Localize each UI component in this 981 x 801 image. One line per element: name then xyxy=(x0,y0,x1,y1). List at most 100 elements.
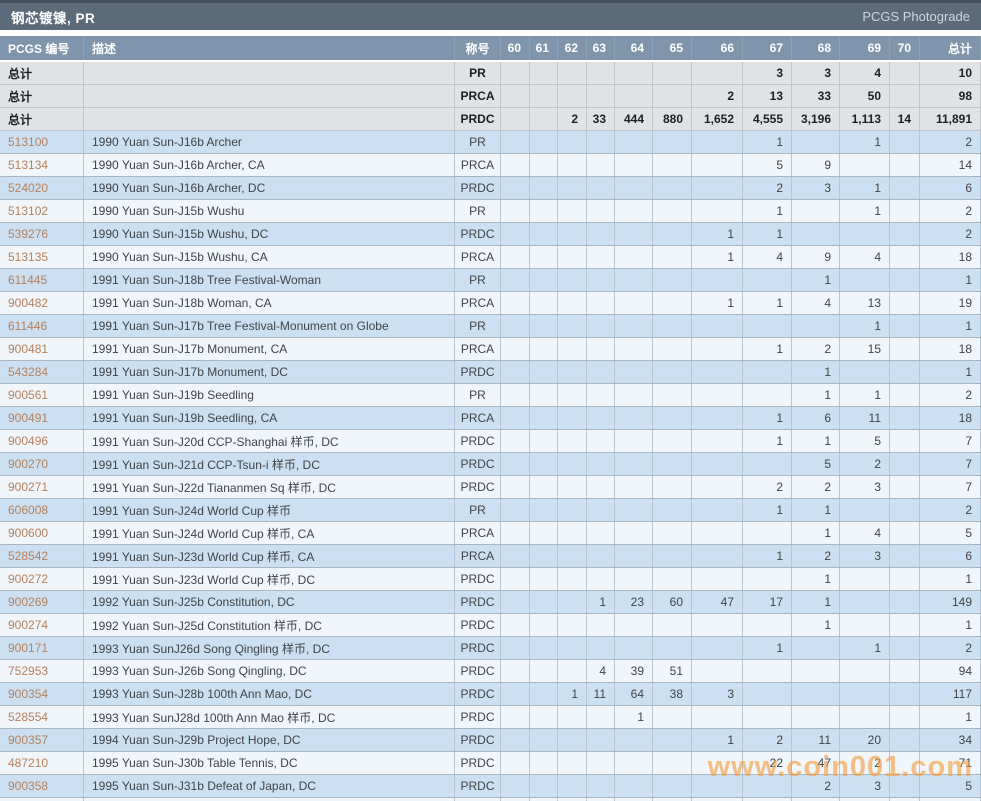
pcgs-number-link[interactable]: 528554 xyxy=(0,706,84,728)
grade-cell: 1 xyxy=(587,591,615,613)
grade-cell: 2 xyxy=(792,338,840,360)
column-header: 描述 xyxy=(84,36,455,60)
grade-cell xyxy=(501,476,530,498)
pcgs-number-link[interactable]: 900357 xyxy=(0,729,84,751)
photograde-link[interactable]: PCGS Photograde xyxy=(862,9,970,24)
total-cell: 5 xyxy=(920,522,981,544)
pcgs-number-link[interactable]: 524020 xyxy=(0,177,84,199)
pcgs-number-link[interactable]: 611446 xyxy=(0,315,84,337)
description-cell: 1991 Yuan Sun-J23d World Cup 样币, DC xyxy=(84,568,455,590)
grade-cell xyxy=(653,453,692,475)
grade-cell xyxy=(890,361,920,383)
total-cell: 7 xyxy=(920,430,981,452)
pcgs-number-link[interactable]: 539276 xyxy=(0,223,84,245)
grade-cell: 3 xyxy=(792,177,840,199)
pcgs-number-link[interactable]: 900561 xyxy=(0,384,84,406)
grade-cell xyxy=(692,177,743,199)
description-cell: 1991 Yuan Sun-J23d World Cup 样币, CA xyxy=(84,545,455,567)
pcgs-number-link[interactable]: 900269 xyxy=(0,591,84,613)
grade-cell xyxy=(501,637,530,659)
grade-cell xyxy=(501,246,530,268)
grade-cell: 1 xyxy=(743,407,792,429)
grade-cell xyxy=(587,637,615,659)
pcgs-number-link[interactable]: 900171 xyxy=(0,637,84,659)
grade-cell: 5 xyxy=(840,430,890,452)
grade-cell xyxy=(530,637,558,659)
table-row: 900491 1991 Yuan Sun-J19b Seedling, CA PRC… xyxy=(0,407,981,430)
pcgs-number-link[interactable]: 752953 xyxy=(0,660,84,682)
description-cell xyxy=(84,62,455,84)
total-cell: 2 xyxy=(920,637,981,659)
pcgs-number-link[interactable]: 606008 xyxy=(0,499,84,521)
pcgs-number-link[interactable]: 900481 xyxy=(0,338,84,360)
pcgs-number-link[interactable]: 900354 xyxy=(0,683,84,705)
designation-cell: PR xyxy=(455,62,501,84)
column-header: 称号 xyxy=(455,36,501,60)
grade-cell: 33 xyxy=(792,85,840,107)
designation-cell: PRDC xyxy=(455,706,501,728)
grade-cell xyxy=(530,384,558,406)
designation-cell: PRDC xyxy=(455,430,501,452)
grade-cell xyxy=(792,315,840,337)
grade-cell xyxy=(792,200,840,222)
designation-cell: PRCA xyxy=(455,545,501,567)
grade-cell xyxy=(501,269,530,291)
table-body: 总计 PR 3 3 4 10 总计 PRCA 2 13 33 50 98 总计 PRDC 2 33 444 880 1… xyxy=(0,62,981,801)
grade-cell xyxy=(587,729,615,751)
description-cell: 1991 Yuan Sun-J21d CCP-Tsun-i 样币, DC xyxy=(84,453,455,475)
description-cell: 1990 Yuan Sun-J16b Archer, CA xyxy=(84,154,455,176)
grade-cell xyxy=(615,522,653,544)
grade-cell xyxy=(530,177,558,199)
description-cell: 1994 Yuan Sun-J29b Project Hope, DC xyxy=(84,729,455,751)
grade-cell xyxy=(692,407,743,429)
designation-cell: PRCA xyxy=(455,292,501,314)
pcgs-number-link[interactable]: 900272 xyxy=(0,568,84,590)
designation-cell: PR xyxy=(455,499,501,521)
total-cell: 2 xyxy=(920,499,981,521)
grade-cell xyxy=(530,430,558,452)
grade-cell xyxy=(653,545,692,567)
grade-cell xyxy=(530,361,558,383)
grade-cell: 1 xyxy=(792,614,840,636)
grade-cell xyxy=(530,62,558,84)
description-cell: 1991 Yuan Sun-J24d World Cup 样币, CA xyxy=(84,522,455,544)
description-cell: 1990 Yuan Sun-J15b Wushu xyxy=(84,200,455,222)
grade-cell xyxy=(530,752,558,774)
pcgs-number-link[interactable]: 900600 xyxy=(0,522,84,544)
table-row: 900561 1991 Yuan Sun-J19b Seedling PR 1 1 2 xyxy=(0,384,981,407)
pcgs-number-link[interactable]: 611445 xyxy=(0,269,84,291)
grade-cell xyxy=(615,453,653,475)
pcgs-number-link[interactable]: 487210 xyxy=(0,752,84,774)
pcgs-number-link[interactable]: 900491 xyxy=(0,407,84,429)
pcgs-number-link[interactable]: 900274 xyxy=(0,614,84,636)
grade-cell: 1,113 xyxy=(840,108,890,130)
pcgs-number-link[interactable]: 900496 xyxy=(0,430,84,452)
pcgs-number-link[interactable]: 543284 xyxy=(0,361,84,383)
total-cell: 1 xyxy=(920,269,981,291)
grade-cell xyxy=(587,131,615,153)
grade-cell xyxy=(792,131,840,153)
pcgs-number-link[interactable]: 900271 xyxy=(0,476,84,498)
pcgs-number-link[interactable]: 513135 xyxy=(0,246,84,268)
description-cell: 1991 Yuan Sun-J19b Seedling, CA xyxy=(84,407,455,429)
grade-cell xyxy=(653,499,692,521)
description-cell xyxy=(84,85,455,107)
grade-cell xyxy=(558,361,587,383)
pcgs-number-link[interactable]: 900270 xyxy=(0,453,84,475)
grade-cell xyxy=(558,752,587,774)
designation-cell: PRDC xyxy=(455,177,501,199)
grade-cell: 1 xyxy=(840,177,890,199)
grade-cell xyxy=(501,775,530,797)
pcgs-number-link[interactable]: 528542 xyxy=(0,545,84,567)
grade-cell xyxy=(840,568,890,590)
pcgs-number-link[interactable]: 513134 xyxy=(0,154,84,176)
column-header: 65 xyxy=(653,36,692,60)
pcgs-number-link[interactable]: 900482 xyxy=(0,292,84,314)
grade-cell xyxy=(840,683,890,705)
pcgs-number-link[interactable]: 513102 xyxy=(0,200,84,222)
summary-label: 总计 xyxy=(0,108,84,130)
grade-cell xyxy=(501,706,530,728)
pcgs-number-link[interactable]: 900358 xyxy=(0,775,84,797)
pcgs-number-link[interactable]: 513100 xyxy=(0,131,84,153)
table-row: 611446 1991 Yuan Sun-J17b Tree Festival-M… xyxy=(0,315,981,338)
